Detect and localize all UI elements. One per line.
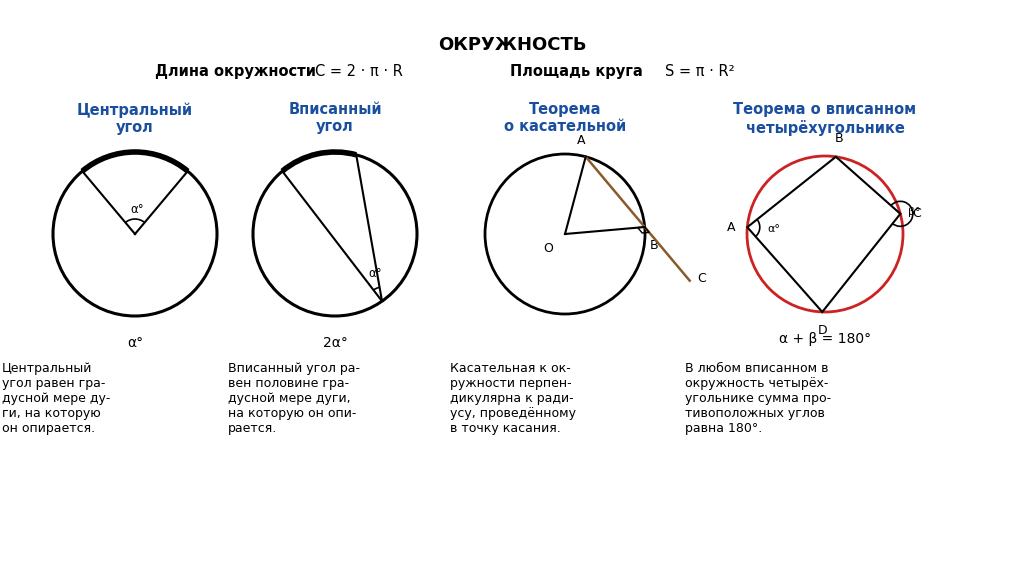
Text: ОКРУЖНОСТЬ: ОКРУЖНОСТЬ (437, 36, 587, 54)
Text: Длина окружности: Длина окружности (155, 64, 316, 79)
Text: S = π · R²: S = π · R² (665, 64, 734, 79)
Text: Площадь круга: Площадь круга (510, 64, 643, 79)
Text: В любом вписанном в
окружность четырёх-
угольнике сумма про-
тивоположных углов
: В любом вписанном в окружность четырёх- … (685, 362, 831, 435)
Text: Центральный
угол равен гра-
дусной мере ду-
ги, на которую
он опирается.: Центральный угол равен гра- дусной мере … (2, 362, 111, 435)
Text: β°: β° (907, 207, 921, 217)
Text: α°: α° (130, 203, 143, 216)
Text: C: C (697, 272, 707, 285)
Text: C = 2 · π · R: C = 2 · π · R (315, 64, 402, 79)
Text: B: B (835, 132, 843, 145)
Text: A: A (577, 134, 585, 147)
Text: Теорема
о касательной: Теорема о касательной (504, 102, 626, 134)
Text: B: B (649, 239, 658, 252)
Text: Центральный
угол: Центральный угол (77, 102, 194, 135)
Text: α°: α° (368, 267, 382, 280)
Text: α°: α° (767, 224, 780, 234)
Text: Касательная к ок-
ружности перпен-
дикулярна к ради-
усу, проведённому
в точку к: Касательная к ок- ружности перпен- дикул… (450, 362, 575, 435)
Text: A: A (727, 220, 735, 234)
Text: α + β = 180°: α + β = 180° (779, 332, 871, 346)
Text: Вписанный
угол: Вписанный угол (288, 102, 382, 134)
Text: D: D (817, 324, 827, 337)
Text: O: O (543, 242, 553, 255)
Text: 2α°: 2α° (323, 336, 347, 350)
Text: Вписанный угол ра-
вен половине гра-
дусной мере дуги,
на которую он опи-
рается: Вписанный угол ра- вен половине гра- дус… (228, 362, 360, 435)
Text: C: C (912, 207, 922, 220)
Text: α°: α° (127, 336, 143, 350)
Text: Теорема о вписанном
четырёхугольнике: Теорема о вписанном четырёхугольнике (733, 102, 916, 135)
